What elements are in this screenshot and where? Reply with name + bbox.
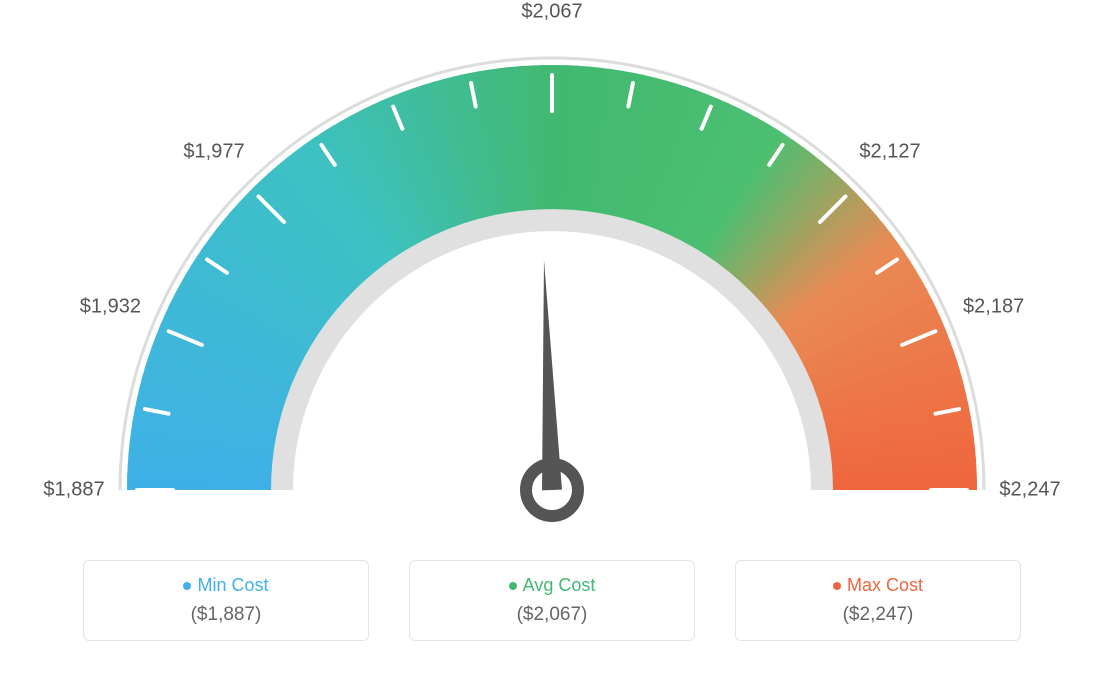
gauge-tick-label: $2,067 xyxy=(521,1,582,24)
legend-min-label: Min Cost xyxy=(106,575,346,596)
legend-avg-cost: Avg Cost ($2,067) xyxy=(409,560,695,641)
gauge-tick-label: $1,932 xyxy=(80,296,141,319)
legend-min-dot xyxy=(183,582,191,590)
legend-max-value: ($2,247) xyxy=(758,604,998,626)
gauge-needle xyxy=(542,260,562,490)
legend-row: Min Cost ($1,887) Avg Cost ($2,067) Max … xyxy=(0,560,1104,641)
legend-min-text: Min Cost xyxy=(197,575,268,595)
legend-max-cost: Max Cost ($2,247) xyxy=(735,560,1021,641)
legend-min-value: ($1,887) xyxy=(106,604,346,626)
legend-avg-dot xyxy=(509,582,517,590)
gauge-tick-label: $1,887 xyxy=(43,479,104,502)
legend-max-label: Max Cost xyxy=(758,575,998,596)
legend-avg-value: ($2,067) xyxy=(432,604,672,626)
gauge-tick-label: $2,247 xyxy=(999,479,1060,502)
gauge-chart: $1,887 $1,932 $1,977 $2,067 $2,127 $2,187 $2,2… xyxy=(0,0,1104,560)
legend-avg-label: Avg Cost xyxy=(432,575,672,596)
legend-max-dot xyxy=(833,582,841,590)
gauge-tick-label: $2,187 xyxy=(963,296,1024,319)
gauge-tick-label: $2,127 xyxy=(859,141,920,164)
gauge-tick-label: $1,977 xyxy=(183,141,244,164)
legend-max-text: Max Cost xyxy=(847,575,923,595)
legend-avg-text: Avg Cost xyxy=(523,575,596,595)
legend-min-cost: Min Cost ($1,887) xyxy=(83,560,369,641)
gauge-svg xyxy=(0,0,1104,560)
